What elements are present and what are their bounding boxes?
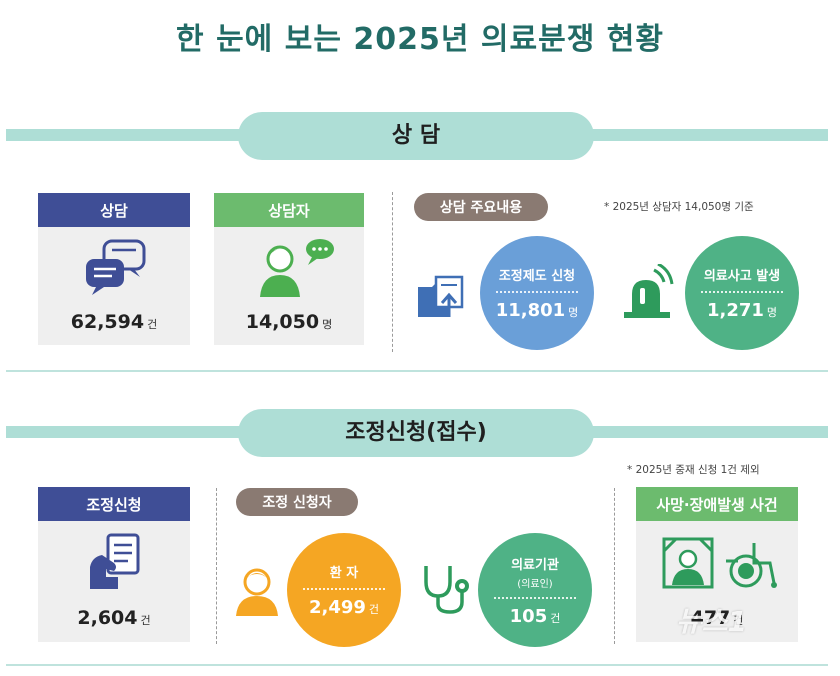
- divider: [216, 488, 217, 644]
- document-upload-icon: [418, 275, 464, 317]
- institution-sublabel: (의료인): [517, 578, 553, 590]
- chat-bubbles-icon: [86, 239, 146, 295]
- accident-label: 의료사고 발생: [703, 269, 781, 284]
- page-title: 한 눈에 보는 2025년 의료분쟁 현황: [176, 22, 664, 57]
- section-heading-mediation: 조정신청(접수): [238, 409, 594, 457]
- institution-label: 의료기관: [511, 557, 559, 573]
- death-card: 사망·장애발생 사건 477 건: [636, 487, 798, 642]
- accident-unit: 명: [766, 306, 778, 319]
- death-unit: 건: [733, 614, 744, 627]
- institution-unit: 건: [550, 611, 561, 625]
- mediation-note: * 2025년 중재 신청 1건 제외: [627, 464, 760, 476]
- consult-value: 62,594: [70, 311, 145, 333]
- hand-document-icon: [90, 533, 140, 589]
- siren-icon: [624, 264, 674, 318]
- patient-circle: 환 자 2,499 건: [287, 533, 401, 647]
- stethoscope-icon: [424, 566, 469, 614]
- main-content-tag: 상담 주요내용: [414, 193, 548, 221]
- section-heading-consult: 상 담: [238, 112, 594, 160]
- divider: [614, 488, 615, 644]
- patient-label: 환 자: [329, 566, 359, 581]
- consultees-card-label: 상담자: [214, 193, 364, 227]
- person-speaking-icon: [260, 239, 334, 297]
- divider: [392, 192, 393, 352]
- accident-circle: 의료사고 발생 1,271 명: [685, 236, 799, 350]
- watermark-logo: 뉴스1: [676, 605, 748, 638]
- apply-card-label: 조정신청: [38, 487, 190, 521]
- apply-card: 조정신청 2,604 건: [38, 487, 190, 642]
- consultees-unit: 명: [322, 318, 333, 331]
- death-value: 477: [690, 607, 731, 629]
- consult-note: * 2025년 상담자 14,050명 기준: [604, 201, 754, 213]
- wheelchair-icon: [726, 543, 777, 588]
- applicant-tag: 조정 신청자: [236, 488, 358, 516]
- consult-card: 상담 62,594 건: [38, 193, 190, 345]
- accident-value: 1,271: [706, 300, 764, 321]
- patient-icon: [236, 568, 278, 616]
- mediation-request-value: 11,801: [495, 300, 566, 321]
- death-card-label: 사망·장애발생 사건: [636, 487, 798, 521]
- apply-unit: 건: [140, 614, 151, 627]
- consultees-value: 14,050: [245, 311, 320, 333]
- consultees-card: 상담자 14,050 명: [214, 193, 364, 345]
- institution-value: 105: [509, 605, 548, 627]
- patient-unit: 건: [368, 603, 380, 616]
- patient-value: 2,499: [308, 597, 366, 618]
- institution-circle: 의료기관 (의료인) 105 건: [478, 533, 592, 647]
- apply-value: 2,604: [77, 607, 138, 629]
- consult-card-label: 상담: [38, 193, 190, 227]
- section-separator: [6, 664, 828, 666]
- section-separator: [6, 370, 828, 372]
- consult-unit: 건: [147, 318, 158, 331]
- memorial-portrait-icon: [662, 537, 714, 589]
- mediation-request-unit: 명: [568, 306, 579, 319]
- mediation-request-circle: 조정제도 신청 11,801 명: [480, 236, 594, 350]
- mediation-request-label: 조정제도 신청: [498, 269, 576, 284]
